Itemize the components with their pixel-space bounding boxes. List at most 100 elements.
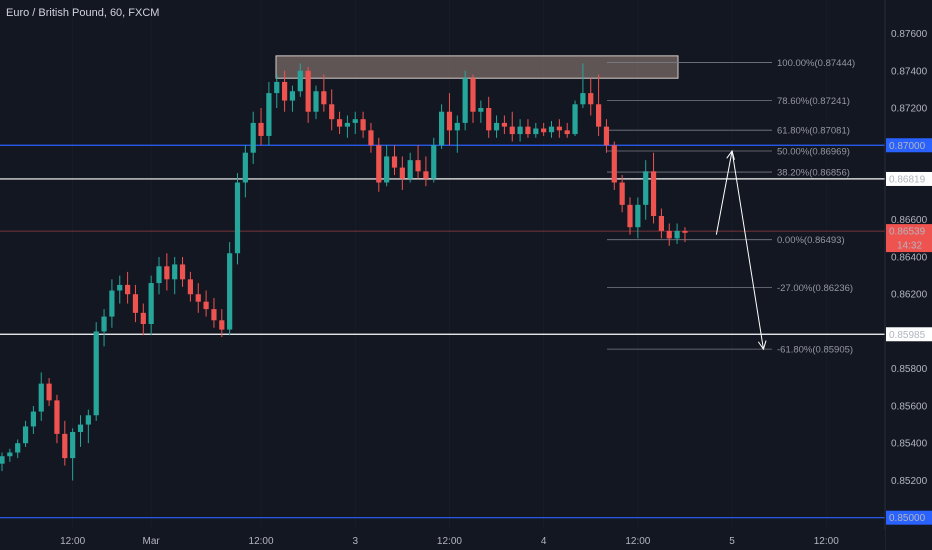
time-tick-label: Mar — [143, 536, 161, 547]
candle-body — [329, 104, 335, 120]
candle-body — [344, 122, 350, 127]
price-tick-label: 0.85800 — [891, 364, 928, 375]
price-level-badge-label: 0.85985 — [889, 330, 926, 341]
candle-body — [7, 452, 13, 457]
candle-body — [666, 230, 672, 239]
price-level-badge — [886, 510, 932, 525]
candle-body — [227, 253, 233, 330]
time-tick-label: 12:00 — [249, 536, 274, 547]
candle-body — [179, 264, 186, 280]
candle-body — [501, 122, 507, 127]
candle-countdown-label: 14:32 — [897, 241, 922, 252]
candle-body — [219, 320, 225, 330]
time-tick-label: 5 — [729, 536, 735, 547]
candle-body — [132, 294, 139, 313]
price-tick-label: 0.86600 — [891, 215, 928, 226]
candle-body — [446, 111, 453, 131]
candle-body — [195, 294, 201, 302]
candle-body — [289, 91, 296, 101]
candle-body — [627, 204, 633, 228]
candle-body — [580, 93, 586, 105]
candle-body — [109, 290, 115, 317]
time-tick-label: 3 — [352, 536, 358, 547]
price-tick-label: 0.85600 — [891, 401, 928, 412]
price-level-badge-label: 0.86819 — [889, 174, 926, 185]
fib-level-label: 50.00%(0.86969) — [777, 147, 850, 158]
candle-body — [234, 182, 241, 254]
candle-body — [148, 283, 154, 325]
candle-body — [423, 171, 429, 179]
candle-body — [635, 204, 641, 228]
candle-body — [77, 424, 84, 433]
time-tick-label: 12:00 — [814, 536, 839, 547]
price-level-badge — [886, 138, 932, 153]
candle-body — [187, 279, 193, 295]
time-tick-label: 4 — [541, 536, 547, 547]
candle-body — [376, 145, 382, 183]
candle-body — [556, 126, 562, 131]
price-tick-label: 0.86200 — [891, 290, 928, 301]
candle-body — [643, 171, 649, 205]
candle-body — [572, 104, 578, 135]
candle-body — [313, 91, 319, 112]
candle-body — [391, 156, 398, 168]
time-tick-label: 12:00 — [437, 536, 462, 547]
candle-body — [203, 301, 209, 310]
fib-level-label: 0.00%(0.86493) — [777, 235, 845, 246]
fib-level-label: 78.60%(0.87241) — [777, 96, 850, 107]
candle-body — [588, 93, 594, 105]
price-tick-label: 0.87200 — [891, 104, 928, 115]
time-tick-label: 12:00 — [625, 536, 650, 547]
candle-body — [431, 145, 437, 179]
price-tick-label: 0.87400 — [891, 66, 928, 77]
candle-body — [282, 81, 288, 101]
candle-body — [509, 126, 515, 135]
current-price-label: 0.86539 — [889, 227, 926, 238]
candle-body — [70, 432, 76, 459]
candle-body — [274, 81, 280, 94]
price-tick-label: 0.86400 — [891, 252, 928, 263]
candle-body — [101, 316, 107, 332]
current-price-badge — [886, 224, 932, 253]
candle-body — [493, 122, 500, 131]
candle-body — [470, 78, 476, 112]
candle-body — [0, 456, 5, 464]
candle-body — [297, 70, 303, 92]
candle-body — [525, 126, 531, 135]
candle-body — [266, 93, 272, 136]
price-level-badge — [886, 327, 932, 342]
price-axis — [885, 0, 932, 550]
arrow-head-down — [757, 340, 767, 351]
candle-body — [85, 415, 91, 425]
candle-body — [46, 383, 52, 401]
price-level-badge — [886, 171, 932, 186]
candle-body — [172, 264, 178, 280]
candle-body — [117, 284, 123, 291]
arrow-head-up — [726, 149, 735, 160]
candle-body — [336, 119, 343, 127]
candle-body — [368, 130, 374, 146]
candle-body — [650, 171, 657, 217]
fib-level-label: 61.80%(0.87081) — [777, 126, 850, 137]
candle-body — [415, 160, 421, 172]
candle-body — [658, 216, 664, 231]
candle-body — [564, 130, 570, 135]
candle-body — [93, 331, 99, 416]
price-tick-label: 0.85200 — [891, 476, 928, 487]
candle-body — [384, 156, 390, 183]
candle-body — [478, 108, 484, 112]
candle-body — [156, 266, 162, 284]
candle-body — [439, 111, 445, 146]
candle-body — [125, 284, 131, 295]
candle-body — [15, 443, 21, 453]
candle-body — [211, 309, 217, 321]
candle-body — [596, 104, 602, 127]
candle-body — [258, 122, 264, 136]
candle-body — [250, 122, 256, 153]
candle-body — [360, 119, 366, 131]
fib-level-label: -27.00%(0.86236) — [777, 283, 853, 294]
candle-body — [541, 128, 547, 133]
candle-body — [22, 426, 29, 444]
price-tick-label: 0.87600 — [891, 29, 928, 40]
